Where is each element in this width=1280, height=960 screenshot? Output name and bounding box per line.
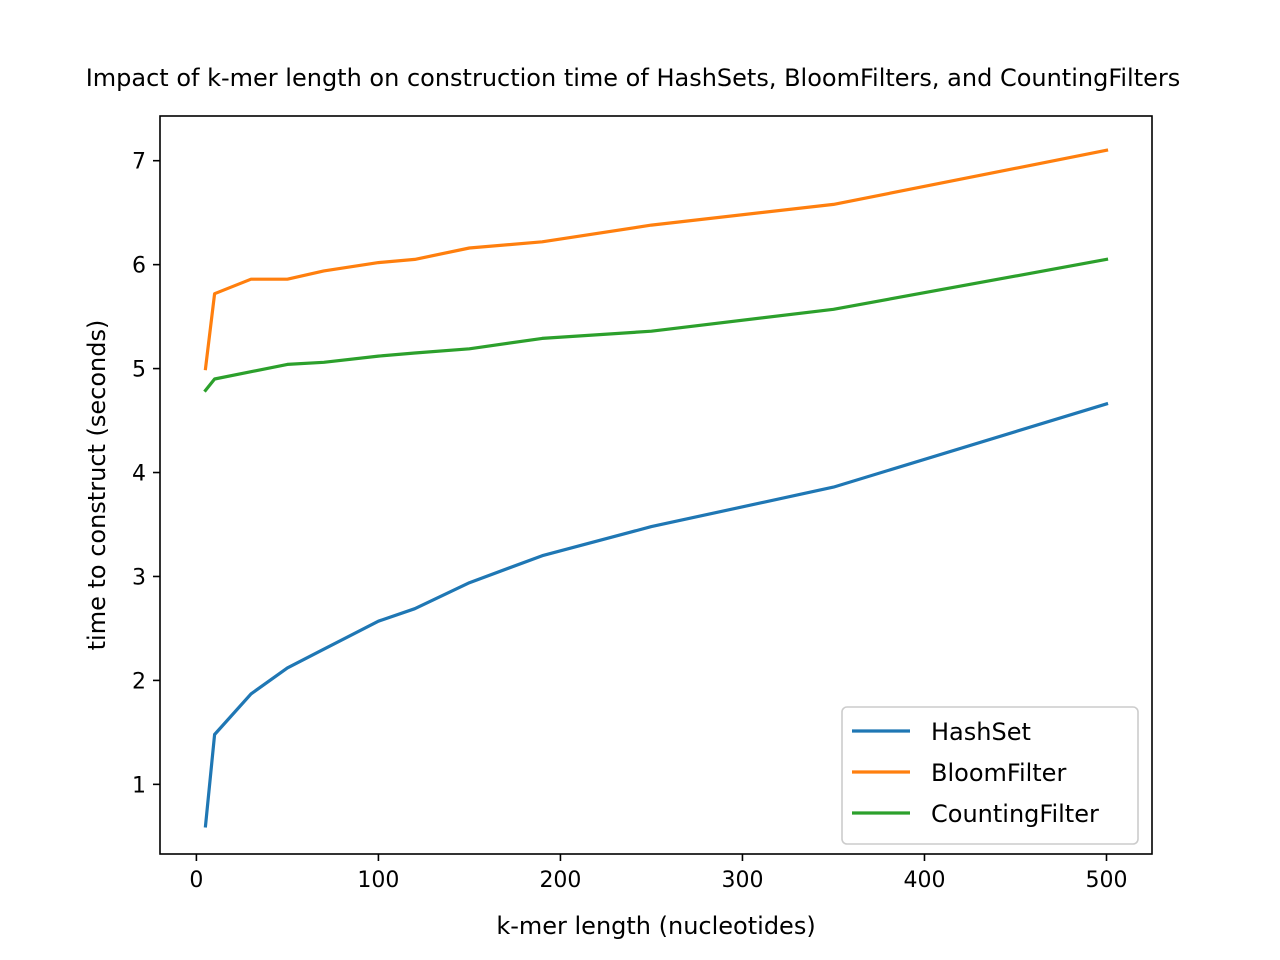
x-tick-label: 200 [539, 868, 581, 893]
series-lines [203, 148, 1109, 828]
chart-title: Impact of k-mer length on construction t… [86, 64, 1181, 92]
x-tick-label: 400 [903, 868, 945, 893]
legend: HashSet BloomFilter CountingFilter [841, 706, 1139, 845]
y-tick-label: 3 [132, 565, 146, 590]
y-tick-label: 5 [132, 358, 146, 383]
y-tick-label: 6 [132, 254, 146, 279]
legend-box [841, 706, 1139, 845]
plot-frame [159, 115, 1153, 855]
y-tick-label: 2 [132, 669, 146, 694]
x-tick-label: 300 [721, 868, 763, 893]
x-axis-ticks: 0 100 200 300 400 500 [189, 854, 1127, 893]
legend-label: HashSet [931, 718, 1031, 746]
y-tick-label: 1 [132, 773, 146, 798]
series-line-countingfilter [203, 257, 1109, 393]
y-axis-ticks: 1 2 3 4 5 6 7 [132, 150, 160, 798]
y-axis-label: time to construct (seconds) [83, 320, 111, 651]
x-tick-label: 100 [357, 868, 399, 893]
legend-label: CountingFilter [931, 800, 1099, 828]
x-tick-label: 0 [189, 868, 203, 893]
x-axis-label: k-mer length (nucleotides) [496, 912, 815, 940]
x-tick-label: 500 [1085, 868, 1127, 893]
y-tick-label: 4 [132, 462, 146, 487]
series-line-hashset [203, 401, 1109, 828]
legend-label: BloomFilter [931, 759, 1066, 787]
y-tick-label: 7 [132, 150, 146, 175]
series-line-bloomfilter [203, 148, 1109, 371]
